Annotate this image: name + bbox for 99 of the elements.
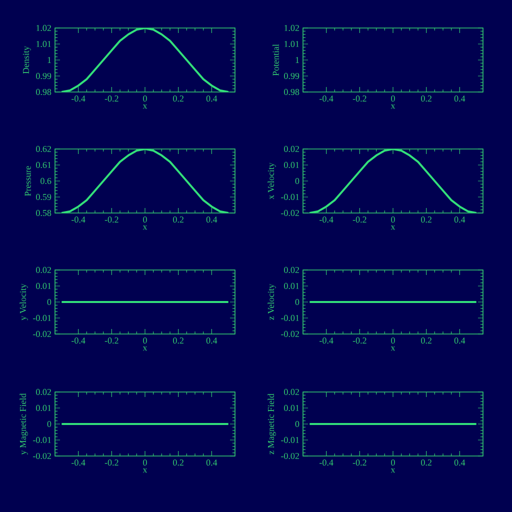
y-tick-label: 0.58 [36, 210, 52, 216]
y-tick-label: 0 [295, 178, 300, 184]
x-tick-label: -0.2 [352, 460, 366, 466]
y-tick-label: 0.02 [284, 146, 299, 152]
x-tick-label: 0.2 [421, 460, 432, 466]
x-tick-label: -0.4 [72, 460, 86, 466]
x-axis-title: x [390, 226, 396, 230]
x-tick-label: 0.2 [421, 338, 432, 344]
x-axis-title: x [390, 468, 396, 473]
y-axis-title: z Velocity [268, 284, 276, 320]
x-axis-title: x [142, 226, 148, 230]
y-tick-label: 0.02 [284, 266, 299, 274]
x-tick-label: 0.4 [454, 338, 466, 344]
x-tick-label: 0 [391, 338, 395, 344]
line-series [308, 148, 478, 213]
x-tick-label: 0.2 [173, 96, 184, 102]
y-tick-label: 1.02 [36, 24, 51, 32]
x-tick-label: 0.2 [421, 96, 432, 102]
y-tick-label: 0.59 [36, 194, 52, 200]
x-tick-label: -0.4 [320, 338, 334, 344]
y-tick-label: 0 [47, 298, 52, 306]
x-tick-label: 0.2 [173, 338, 184, 344]
x-tick-label: -0.4 [72, 96, 86, 102]
x-tick-label: 0 [143, 216, 147, 223]
x-tick-label: 0.4 [454, 216, 466, 223]
x-tick-label: -0.4 [72, 216, 86, 223]
y-axis-title: Potential [272, 44, 279, 76]
y-tick-label: 1.02 [284, 24, 299, 32]
y-tick-label: 0.01 [284, 162, 299, 168]
x-tick-label: -0.2 [104, 460, 118, 466]
y-tick-label: -0.01 [33, 436, 51, 444]
y-tick-label: 0.02 [36, 266, 51, 274]
y-tick-label: 0.62 [36, 146, 51, 152]
y-tick-label: 1.01 [36, 40, 51, 48]
x-tick-label: -0.2 [104, 338, 118, 344]
y-axis-title: x Velocity [268, 162, 276, 200]
x-tick-label: -0.4 [72, 338, 86, 344]
x-tick-label: -0.2 [104, 96, 118, 102]
y-tick-label: -0.02 [281, 330, 299, 338]
x-tick-label: 0.2 [173, 460, 184, 466]
x-tick-label: -0.4 [320, 96, 334, 102]
x-tick-label: 0.4 [454, 96, 466, 102]
y-axis-title: y Magnetic Field [20, 393, 28, 455]
y-tick-label: 0.99 [284, 72, 300, 80]
y-tick-label: 1 [296, 57, 299, 63]
y-tick-label: 1.01 [284, 40, 299, 48]
x-tick-label: 0.4 [206, 216, 218, 223]
x-tick-label: 0 [143, 96, 147, 102]
x-axis-title: x [390, 104, 396, 109]
y-tick-label: 0 [295, 298, 300, 306]
y-tick-label: 0.02 [36, 388, 51, 396]
y-axis-title: y Velocity [20, 284, 28, 320]
y-tick-label: 0.01 [36, 282, 51, 290]
y-tick-label: 0.01 [36, 404, 51, 412]
x-tick-label: -0.2 [352, 96, 366, 102]
x-tick-label: 0 [143, 338, 147, 344]
x-tick-label: -0.4 [320, 216, 334, 223]
x-tick-label: 0.4 [454, 460, 466, 466]
y-tick-label: -0.01 [281, 436, 299, 444]
x-tick-label: 0.4 [206, 460, 218, 466]
x-tick-label: 0 [391, 96, 395, 102]
y-tick-label: -0.02 [281, 452, 299, 460]
x-tick-label: 0 [143, 460, 147, 466]
y-tick-label: 0.98 [36, 88, 52, 96]
y-tick-label: -0.01 [33, 314, 51, 322]
y-axis-title: Density [22, 46, 31, 74]
y-axis-title: Pressure [24, 166, 31, 196]
x-tick-label: -0.2 [352, 216, 366, 223]
line-series [60, 148, 230, 213]
x-tick-label: -0.2 [104, 216, 118, 223]
y-axis-title: z Magnetic Field [268, 394, 276, 454]
x-tick-label: -0.2 [352, 338, 366, 344]
y-tick-label: -0.01 [281, 314, 299, 322]
y-tick-label: 0 [47, 420, 52, 428]
y-tick-label: 0.99 [36, 72, 52, 80]
y-tick-label: 0.61 [36, 162, 51, 168]
y-tick-label: -0.02 [281, 210, 299, 216]
y-tick-label: 0.01 [284, 282, 299, 290]
x-axis-title: x [142, 468, 148, 473]
y-tick-label: -0.02 [33, 452, 51, 460]
y-tick-label: 1 [48, 57, 51, 63]
y-tick-label: 0.6 [40, 178, 52, 184]
x-tick-label: 0.2 [421, 216, 432, 223]
x-axis-title: x [390, 346, 396, 351]
x-axis-title: x [142, 104, 148, 109]
y-tick-label: 0.01 [284, 404, 299, 412]
x-tick-label: 0.4 [206, 338, 218, 344]
x-tick-label: 0.2 [173, 216, 184, 223]
line-series [60, 28, 230, 92]
x-tick-label: -0.4 [320, 460, 334, 466]
y-tick-label: -0.01 [281, 194, 299, 200]
y-tick-label: -0.02 [33, 330, 51, 338]
x-tick-label: 0 [391, 460, 395, 466]
x-axis-title: x [142, 346, 148, 351]
y-tick-label: 0 [295, 420, 300, 428]
x-tick-label: 0.4 [206, 96, 218, 102]
y-tick-label: 0.98 [284, 88, 300, 96]
y-tick-label: 0.02 [284, 388, 299, 396]
x-tick-label: 0 [391, 216, 395, 223]
